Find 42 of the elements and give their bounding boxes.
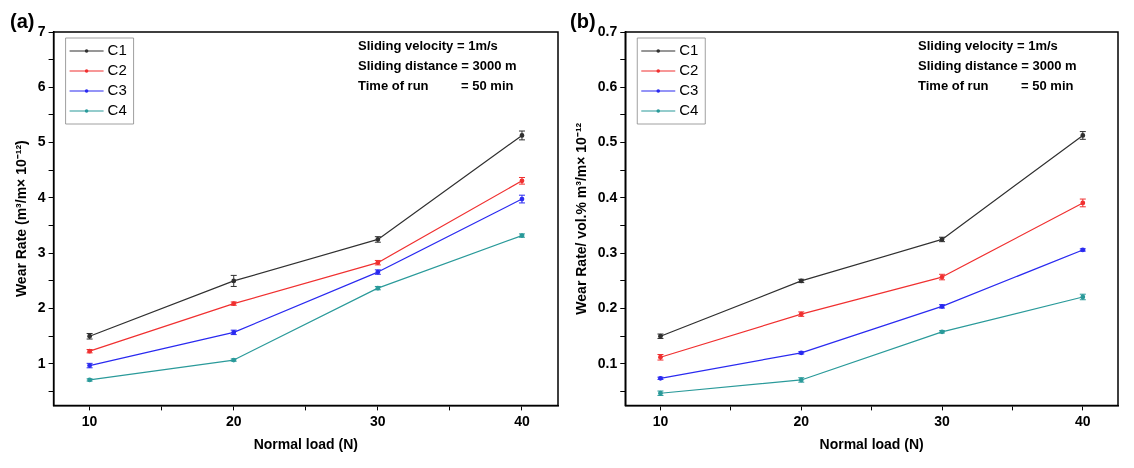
y-tick-label: 5	[37, 133, 46, 150]
y-tick-label: 7	[37, 22, 46, 39]
y-tick-label: 0.7	[597, 22, 618, 39]
x-tick-label: 20	[793, 412, 810, 429]
chart-title: (a)	[10, 9, 35, 32]
annotation: Sliding velocity = 1m/s	[918, 38, 1058, 54]
y-tick-label: 0.5	[597, 133, 618, 150]
y-tick-label: 0.2	[597, 299, 618, 316]
annotation: Time of run = 50 min	[358, 78, 514, 94]
y-tick-label: 0.1	[597, 354, 618, 371]
legend-label: C4	[107, 101, 127, 119]
y-tick-label: 0.4	[597, 188, 618, 205]
x-tick-label: 10	[652, 412, 669, 429]
legend-label: C3	[679, 81, 699, 99]
x-tick-label: 40	[514, 412, 530, 429]
x-tick-label: 30	[934, 412, 951, 429]
y-tick-label: 2	[37, 299, 46, 316]
x-axis-title: Normal load (N)	[819, 436, 924, 453]
annotation: Sliding distance = 3000 m	[918, 58, 1077, 74]
legend-label: C1	[679, 41, 699, 59]
y-axis-title: Wear Rate (m³/m× 10⁻¹²)	[13, 140, 30, 298]
x-tick-label: 40	[1075, 412, 1091, 429]
chart-title: (b)	[570, 9, 596, 32]
y-tick-label: 4	[37, 188, 46, 205]
x-tick-label: 20	[225, 412, 242, 429]
x-tick-label: 10	[81, 412, 98, 429]
y-tick-label: 6	[37, 78, 46, 95]
annotation: Time of run = 50 min	[918, 78, 1074, 94]
annotation: Sliding distance = 3000 m	[358, 58, 517, 74]
legend-label: C3	[107, 81, 127, 99]
x-tick-label: 30	[370, 412, 386, 429]
legend-label: C2	[107, 61, 127, 79]
legend-label: C2	[679, 61, 699, 79]
annotation: Sliding velocity = 1m/s	[358, 38, 498, 54]
y-tick-label: 1	[37, 354, 46, 371]
legend-label: C4	[679, 101, 699, 119]
y-tick-label: 0.6	[597, 78, 618, 95]
legend-label: C1	[107, 41, 127, 59]
y-tick-label: 0.3	[597, 244, 618, 261]
x-axis-title: Normal load (N)	[253, 436, 358, 453]
y-axis-title: Wear Rate/ vol.% m³/m× 10⁻¹²	[573, 122, 590, 315]
y-tick-label: 3	[37, 244, 46, 261]
